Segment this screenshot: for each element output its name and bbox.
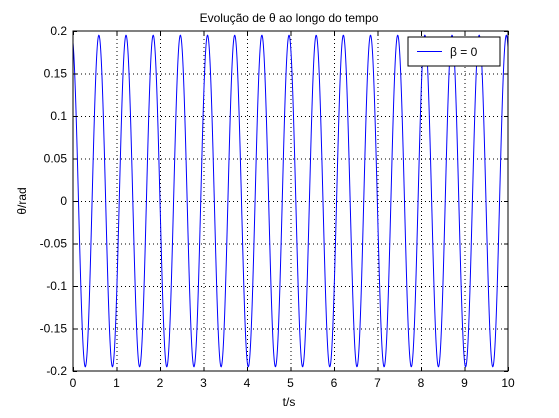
y-tick-label: 0.1 xyxy=(50,109,67,123)
x-tick-label: 1 xyxy=(113,376,120,390)
legend: β = 0 xyxy=(408,37,500,66)
y-tick-label: -0.2 xyxy=(46,364,67,378)
x-tick-label: 9 xyxy=(461,376,468,390)
y-tick-label: -0.1 xyxy=(46,279,67,293)
y-tick-label: 0.2 xyxy=(50,24,67,38)
x-tick-label: 5 xyxy=(287,376,294,390)
legend-label: β = 0 xyxy=(450,45,478,59)
x-tick-label: 10 xyxy=(501,376,515,390)
x-tick-label: 3 xyxy=(200,376,207,390)
x-tick-label: 4 xyxy=(244,376,251,390)
y-axis-label: θ/rad xyxy=(15,187,29,214)
y-tick-label: 0.15 xyxy=(44,67,68,81)
x-tick-label: 2 xyxy=(157,376,164,390)
chart-title: Evolução de θ ao longo do tempo xyxy=(200,11,379,25)
x-tick-label: 8 xyxy=(418,376,425,390)
x-axis-label: t/s xyxy=(283,395,296,409)
x-tick-label: 0 xyxy=(70,376,77,390)
x-tick-label: 6 xyxy=(331,376,338,390)
x-tick-label: 7 xyxy=(374,376,381,390)
y-tick-label: 0.05 xyxy=(44,152,68,166)
y-tick-label: -0.15 xyxy=(40,322,68,336)
y-tick-label: 0 xyxy=(60,194,67,208)
y-tick-label: -0.05 xyxy=(40,237,68,251)
